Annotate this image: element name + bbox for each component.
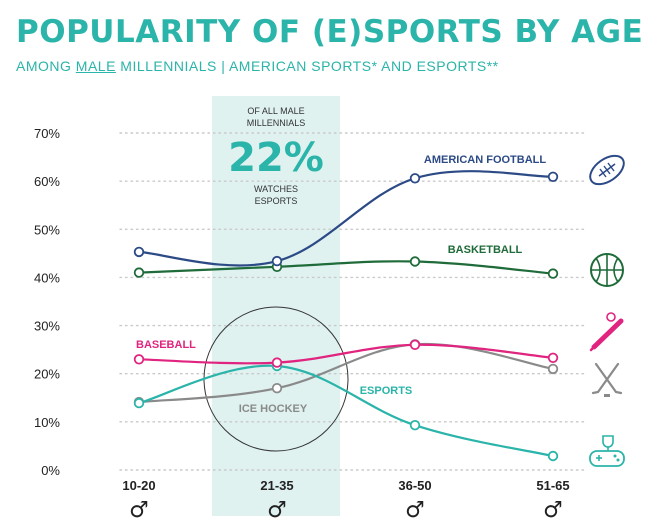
y-tick-label: 20% [34, 367, 60, 382]
basketball-seam [613, 257, 619, 283]
series-label-esports: ESPORTS [360, 385, 413, 397]
male-symbol-icon: ♂ [405, 498, 425, 523]
subtitle-prefix: AMONG [16, 58, 76, 74]
y-tick-label: 70% [34, 126, 60, 141]
football-lace [599, 168, 607, 178]
series-label-basketball: BASKETBALL [448, 244, 523, 256]
x-tick-label: 36-50 [398, 478, 431, 493]
data-point-ice-hockey [271, 383, 283, 394]
y-tick-label: 40% [34, 270, 60, 285]
data-point-esports [133, 397, 145, 409]
basketball-icon [590, 253, 624, 287]
page-title: POPULARITY OF (E)SPORTS BY AGE [16, 14, 644, 50]
series-label-american-football: AMERICAN FOOTBALL [424, 154, 546, 166]
baseball-icon [589, 312, 624, 352]
data-point-american-football [271, 255, 283, 267]
stick [591, 362, 620, 395]
series-line-baseball [138, 343, 554, 365]
data-point-esports [409, 420, 421, 431]
data-point-baseball [547, 352, 559, 364]
callout-line2: MILLENNIALS [247, 118, 306, 128]
y-tick-label: 10% [34, 415, 60, 430]
x-tick-label: 10-20 [122, 478, 155, 493]
y-tick-label: 0% [41, 463, 60, 478]
controller-button [613, 454, 617, 458]
basketball-seam [595, 257, 601, 283]
puck [604, 394, 610, 397]
football-icon [589, 154, 625, 186]
series-line-basketball [138, 260, 554, 275]
male-symbol-icon: ♂ [543, 498, 563, 523]
football-lace [607, 162, 615, 172]
data-point-baseball [133, 354, 145, 365]
data-point-basketball [409, 256, 421, 267]
y-tick-label: 60% [34, 174, 60, 189]
controller-trophy-icon [589, 435, 625, 467]
data-point-baseball [409, 339, 421, 351]
male-symbol-icon: ♂ [267, 498, 287, 523]
data-point-basketball [133, 267, 145, 278]
ball [606, 312, 616, 322]
football-outline [589, 154, 625, 186]
page-subtitle: AMONG MALE MILLENNIALS | AMERICAN SPORTS… [16, 58, 499, 74]
data-point-american-football [409, 173, 421, 184]
male-symbol-icon: ♂ [129, 498, 149, 523]
trophy-cup [602, 435, 614, 448]
data-point-american-football [547, 171, 559, 183]
series-line-ice-hockey [138, 342, 554, 404]
hockey-sticks-icon [591, 362, 623, 397]
controller-button [616, 458, 620, 462]
y-tick-label: 50% [34, 222, 60, 237]
series-line-esports [138, 364, 554, 458]
callout-line1: OF ALL MALE [247, 106, 304, 116]
callout-line4: ESPORTS [255, 196, 298, 206]
bat-handle [589, 344, 597, 352]
x-tick-label: 21-35 [260, 478, 293, 493]
callout-value: 22% [228, 135, 324, 181]
data-point-esports [547, 450, 559, 462]
subtitle-suffix: MILLENNIALS | AMERICAN SPORTS* AND ESPOR… [115, 58, 499, 74]
y-tick-label: 30% [34, 319, 60, 334]
highlight-band [212, 96, 340, 516]
football-lace [603, 165, 611, 175]
stick [594, 362, 623, 395]
series-label-baseball: BASEBALL [136, 339, 196, 351]
series-line-american-football [138, 170, 554, 267]
data-point-ice-hockey [547, 363, 559, 375]
data-point-american-football [133, 246, 145, 258]
series-label-ice-hockey: ICE HOCKEY [239, 403, 308, 415]
data-point-basketball [547, 268, 559, 279]
callout-line3: WATCHES [254, 184, 298, 194]
x-tick-label: 51-65 [536, 478, 569, 493]
data-point-baseball [271, 357, 283, 368]
controller-body [589, 450, 625, 467]
subtitle-underlined: MALE [75, 58, 116, 74]
bat [591, 318, 624, 350]
